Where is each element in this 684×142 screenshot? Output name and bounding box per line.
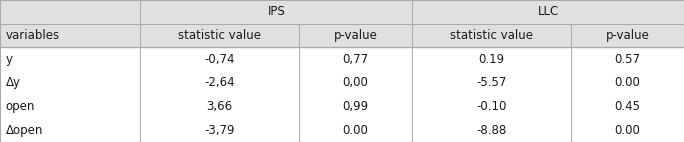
Text: LLC: LLC	[538, 5, 559, 18]
Text: 0.00: 0.00	[343, 124, 369, 137]
Text: -5.57: -5.57	[476, 76, 507, 89]
Text: -8.88: -8.88	[476, 124, 507, 137]
Text: y: y	[5, 53, 12, 66]
Text: variables: variables	[5, 29, 60, 42]
Text: 0.00: 0.00	[614, 124, 640, 137]
Text: 0.45: 0.45	[614, 100, 640, 113]
Text: p-value: p-value	[605, 29, 649, 42]
Text: IPS: IPS	[267, 5, 285, 18]
Bar	[0, 24, 684, 47]
Text: p-value: p-value	[334, 29, 378, 42]
Text: 0.57: 0.57	[614, 53, 640, 66]
Text: -0,74: -0,74	[205, 53, 235, 66]
Text: 3,66: 3,66	[207, 100, 233, 113]
Bar	[0, 47, 684, 71]
Bar	[0, 71, 684, 95]
Text: -2,64: -2,64	[205, 76, 235, 89]
Text: 0.00: 0.00	[614, 76, 640, 89]
Text: statistic value: statistic value	[179, 29, 261, 42]
Text: Δy: Δy	[5, 76, 21, 89]
Bar	[0, 0, 684, 24]
Text: statistic value: statistic value	[450, 29, 533, 42]
Text: -0.10: -0.10	[476, 100, 507, 113]
Text: Δopen: Δopen	[5, 124, 43, 137]
Text: 0,00: 0,00	[343, 76, 369, 89]
Text: 0.19: 0.19	[478, 53, 505, 66]
Text: -3,79: -3,79	[205, 124, 235, 137]
Bar	[0, 118, 684, 142]
Bar	[0, 95, 684, 118]
Text: 0,77: 0,77	[343, 53, 369, 66]
Text: open: open	[5, 100, 35, 113]
Text: 0,99: 0,99	[343, 100, 369, 113]
